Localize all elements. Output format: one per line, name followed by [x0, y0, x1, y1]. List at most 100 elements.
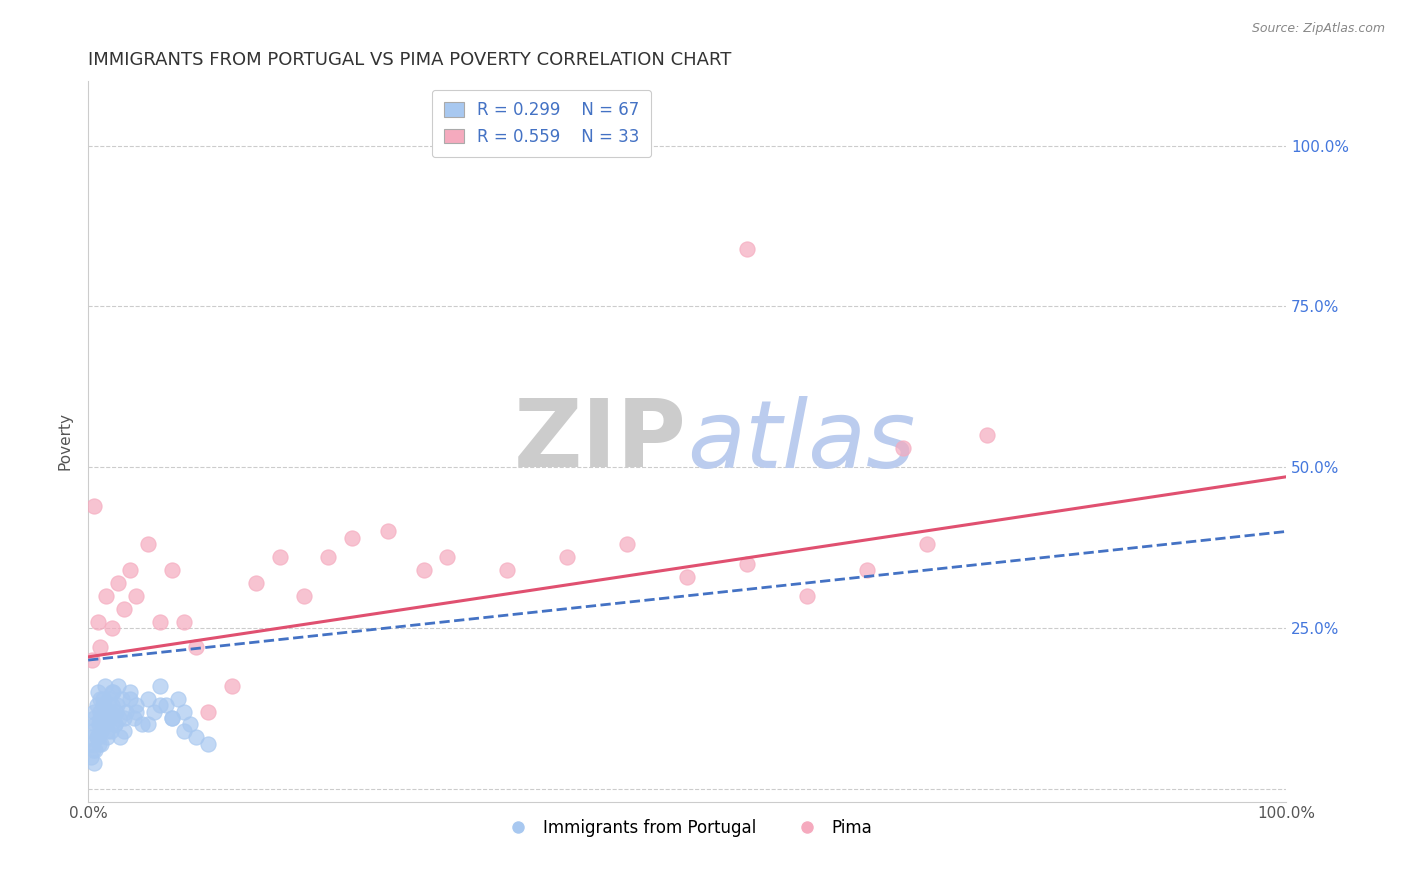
Point [197, 705, 219, 719]
Point [112, 711, 135, 725]
Point [87, 685, 110, 699]
Point [160, 711, 183, 725]
Point [84, 743, 107, 757]
Point [90, 737, 112, 751]
Point [184, 640, 207, 655]
Point [83, 711, 105, 725]
Point [292, 589, 315, 603]
Text: IMMIGRANTS FROM PORTUGAL VS PIMA POVERTY CORRELATION CHART: IMMIGRANTS FROM PORTUGAL VS PIMA POVERTY… [89, 51, 731, 69]
Point [103, 717, 125, 731]
Point [160, 711, 183, 725]
Point [891, 441, 914, 455]
Point [915, 537, 938, 551]
Point [110, 731, 132, 745]
Point [87, 737, 110, 751]
Point [855, 563, 877, 577]
Point [173, 705, 195, 719]
Point [101, 698, 124, 712]
Point [91, 691, 114, 706]
Legend: Immigrants from Portugal, Pima: Immigrants from Portugal, Pima [495, 813, 879, 844]
Point [155, 698, 177, 712]
Text: ZIP: ZIP [515, 395, 688, 487]
Point [122, 711, 145, 725]
Text: Source: ZipAtlas.com: Source: ZipAtlas.com [1251, 22, 1385, 36]
Point [125, 705, 148, 719]
Point [98, 705, 121, 719]
Point [89, 691, 111, 706]
Point [89, 711, 111, 725]
Point [84, 717, 107, 731]
Point [97, 691, 120, 706]
Point [112, 723, 135, 738]
Point [82, 743, 104, 757]
Point [149, 615, 172, 629]
Point [735, 242, 758, 256]
Point [197, 737, 219, 751]
Point [676, 569, 699, 583]
Point [436, 550, 458, 565]
Point [149, 698, 172, 712]
Point [87, 731, 110, 745]
Point [89, 705, 111, 719]
Point [108, 711, 131, 725]
Point [82, 723, 104, 738]
Point [125, 589, 148, 603]
Point [112, 601, 135, 615]
Point [269, 550, 291, 565]
Text: atlas: atlas [688, 396, 915, 487]
Point [616, 537, 638, 551]
Point [83, 756, 105, 770]
Point [115, 705, 138, 719]
Point [377, 524, 399, 539]
Point [79, 749, 101, 764]
Point [96, 731, 118, 745]
Point [184, 731, 207, 745]
Point [412, 563, 434, 577]
Point [221, 679, 243, 693]
Point [796, 589, 818, 603]
Point [120, 563, 142, 577]
Point [111, 691, 134, 706]
Point [340, 531, 363, 545]
Point [105, 698, 128, 712]
Point [104, 705, 127, 719]
Point [107, 679, 129, 693]
Point [94, 589, 117, 603]
Point [80, 653, 103, 667]
Point [93, 717, 115, 731]
Point [87, 717, 110, 731]
Point [89, 640, 111, 655]
Point [245, 576, 267, 591]
Point [80, 731, 103, 745]
Point [173, 615, 195, 629]
Point [976, 428, 998, 442]
Point [125, 698, 148, 712]
Point [143, 705, 166, 719]
Point [94, 705, 117, 719]
Point [94, 711, 117, 725]
Point [136, 717, 159, 731]
Point [496, 563, 519, 577]
Point [83, 705, 105, 719]
Point [120, 691, 142, 706]
Point [136, 691, 159, 706]
Point [86, 731, 108, 745]
Point [90, 723, 112, 738]
Point [101, 685, 124, 699]
Point [316, 550, 339, 565]
Point [131, 717, 153, 731]
Point [91, 698, 114, 712]
Point [96, 723, 118, 738]
Point [103, 685, 125, 699]
Point [555, 550, 578, 565]
Point [100, 723, 122, 738]
Point [136, 537, 159, 551]
Point [173, 723, 195, 738]
Point [149, 679, 172, 693]
Point [101, 621, 124, 635]
Point [120, 685, 142, 699]
Point [98, 711, 121, 725]
Point [80, 737, 103, 751]
Point [87, 615, 110, 629]
Point [735, 557, 758, 571]
